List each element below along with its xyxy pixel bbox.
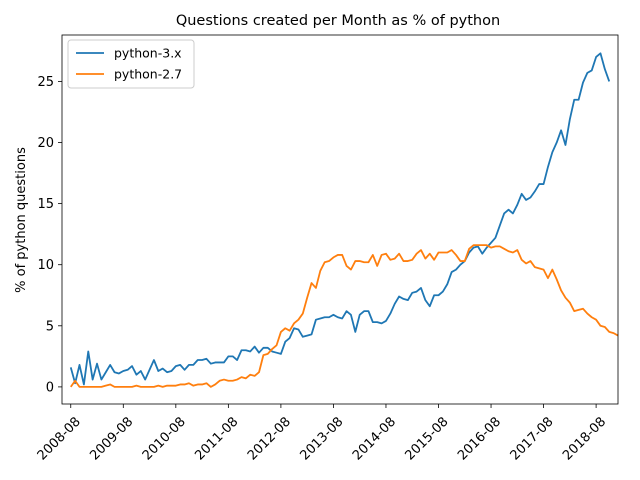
y-tick-label: 20 — [37, 136, 54, 151]
series-line-python-2-7 — [70, 244, 619, 388]
y-tick-label: 0 — [46, 380, 54, 395]
y-tick-label: 10 — [37, 258, 54, 273]
y-tick-label: 5 — [46, 319, 54, 334]
legend-label-python-3-x: python-3.x — [114, 46, 182, 61]
y-axis-label: % of python questions — [14, 147, 29, 293]
series-layer — [69, 52, 619, 388]
legend-box — [67, 39, 195, 89]
y-axis: 0 5 10 15 20 25 — [37, 75, 62, 395]
series-line-python-3-x — [69, 52, 611, 386]
y-tick-label: 15 — [37, 197, 54, 212]
chart-title: Questions created per Month as % of pyth… — [176, 13, 500, 29]
plot-frame — [61, 34, 619, 405]
legend-label-python-2-7: python-2.7 — [114, 67, 182, 82]
y-tick-label: 25 — [37, 75, 54, 90]
legend: python-3.x python-2.7 — [67, 39, 195, 89]
